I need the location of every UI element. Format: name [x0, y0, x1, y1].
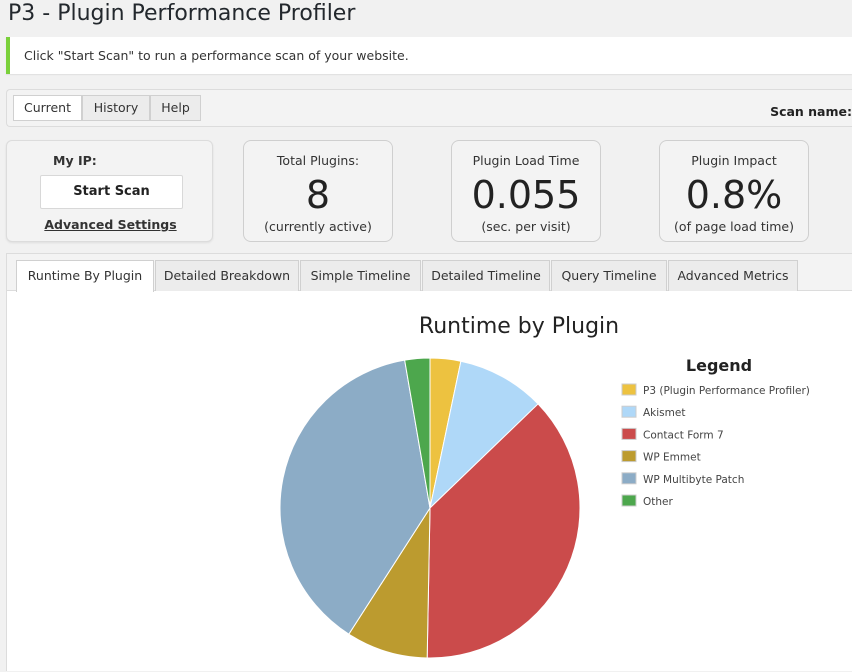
scan-name-label: Scan name: — [770, 104, 852, 119]
runtime-pie-chart: Runtime by Plugin Legend P3 (Plugin Perf… — [279, 314, 810, 659]
stat-label: Total Plugins: — [276, 153, 360, 168]
tab-current[interactable]: Current — [13, 95, 82, 121]
pie-slice[interactable] — [426, 403, 581, 659]
stat-sublabel: (currently active) — [264, 219, 372, 234]
tab-help[interactable]: Help — [150, 95, 201, 121]
tab-detailed-timeline[interactable]: Detailed Timeline — [422, 260, 550, 291]
pie-slice[interactable] — [429, 360, 539, 510]
ip-panel: My IP: Start Scan Advanced Settings — [6, 140, 213, 242]
tab-detailed-breakdown[interactable]: Detailed Breakdown — [155, 260, 299, 291]
legend-swatch — [621, 472, 637, 485]
scan-notice: Click "Start Scan" to run a performance … — [6, 37, 852, 74]
advanced-settings-link[interactable]: Advanced Settings — [44, 217, 177, 232]
chart-title: Runtime by Plugin — [419, 314, 619, 339]
stat-value: 8 — [305, 173, 331, 217]
legend-swatch — [621, 494, 637, 507]
stat-plugin-impact: Plugin Impact 0.8% (of page load time) — [659, 140, 809, 242]
legend-label: Contact Form 7 — [643, 429, 724, 441]
main-tab-bar: Current History Help Scan name: — [6, 89, 852, 127]
tab-advanced-metrics[interactable]: Advanced Metrics — [668, 260, 798, 291]
start-scan-button[interactable]: Start Scan — [40, 175, 183, 209]
pie-slice[interactable] — [404, 357, 431, 509]
results-tab-bar: Runtime By Plugin Detailed Breakdown Sim… — [7, 254, 852, 292]
legend-title: Legend — [686, 356, 752, 375]
tab-simple-timeline[interactable]: Simple Timeline — [300, 260, 421, 291]
tab-history[interactable]: History — [82, 95, 150, 121]
legend-label: Akismet — [643, 407, 685, 419]
legend-swatch — [621, 383, 637, 396]
pie-slices — [279, 357, 581, 659]
legend-label: WP Multibyte Patch — [643, 474, 744, 486]
legend-label: WP Emmet — [643, 452, 701, 464]
stat-value: 0.8% — [685, 173, 783, 217]
stat-sublabel: (of page load time) — [674, 219, 794, 234]
stat-value: 0.055 — [471, 173, 581, 217]
notice-text: Click "Start Scan" to run a performance … — [24, 48, 409, 63]
pie-slice[interactable] — [279, 359, 431, 635]
tab-query-timeline[interactable]: Query Timeline — [551, 260, 667, 291]
legend-label: P3 (Plugin Performance Profiler) — [643, 385, 810, 397]
stat-total-plugins: Total Plugins: 8 (currently active) — [243, 140, 393, 242]
tab-runtime-by-plugin[interactable]: Runtime By Plugin — [16, 260, 154, 292]
page-title: P3 - Plugin Performance Profiler — [8, 1, 356, 26]
legend-label: Other — [643, 496, 673, 508]
legend-swatch — [621, 427, 637, 440]
results-panel: Runtime By Plugin Detailed Breakdown Sim… — [6, 253, 852, 671]
stat-label: Plugin Impact — [691, 153, 777, 168]
pie-slice[interactable] — [348, 506, 431, 659]
chart-legend: P3 (Plugin Performance Profiler) Akismet C… — [621, 383, 810, 508]
legend-swatch — [621, 405, 637, 418]
stat-sublabel: (sec. per visit) — [481, 219, 571, 234]
my-ip-label: My IP: — [53, 153, 97, 168]
stat-label: Plugin Load Time — [472, 153, 580, 168]
legend-swatch — [621, 450, 637, 463]
stat-plugin-load-time: Plugin Load Time 0.055 (sec. per visit) — [451, 140, 601, 242]
